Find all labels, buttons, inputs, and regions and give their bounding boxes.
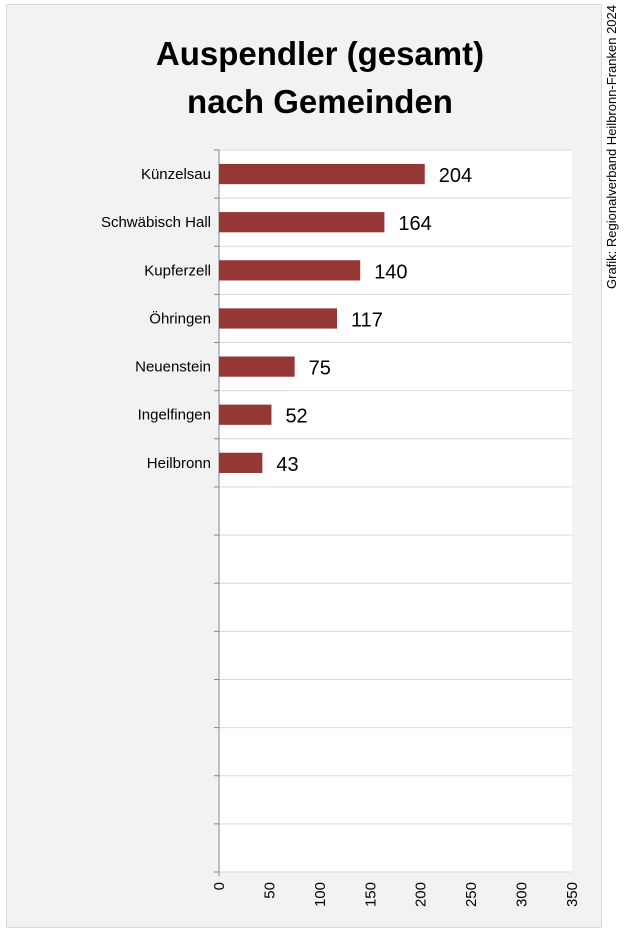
chart-title-line-2: nach Gemeinden [187,83,453,120]
plot-area [219,150,572,872]
x-tick-label: 50 [261,882,278,899]
data-label: 140 [374,261,407,283]
data-label: 117 [351,309,383,331]
bar [219,452,263,473]
bar [219,404,272,425]
category-label: Neuenstein [135,359,211,376]
x-tick-label: 350 [564,882,581,907]
x-tick-label: 250 [463,882,480,907]
chart-title-line-1: Auspendler (gesamt) [155,35,485,72]
category-label: Ingelfingen [138,407,211,424]
data-label: 75 [309,358,331,380]
data-label: 43 [276,454,298,476]
bar [219,356,295,377]
x-tick-label: 100 [312,882,329,907]
data-label: 204 [439,165,472,187]
category-label: Kupferzell [144,262,211,279]
data-label: 164 [398,213,431,235]
chart-title: Auspendler (gesamt) nach Gemeinden [100,30,540,126]
category-label: Schwäbisch Hall [101,214,211,231]
category-label: Künzelsau [141,166,211,183]
bar [219,212,385,233]
bar [219,163,425,185]
x-tick-label: 150 [362,882,379,907]
category-label: Heilbronn [147,455,211,472]
x-tick-label: 200 [413,882,430,907]
bar [219,260,361,281]
x-tick-label: 0 [211,882,228,890]
x-tick-label: 300 [514,882,531,907]
bar [219,308,338,329]
category-label: Öhringen [149,309,211,327]
data-label: 52 [285,406,307,428]
